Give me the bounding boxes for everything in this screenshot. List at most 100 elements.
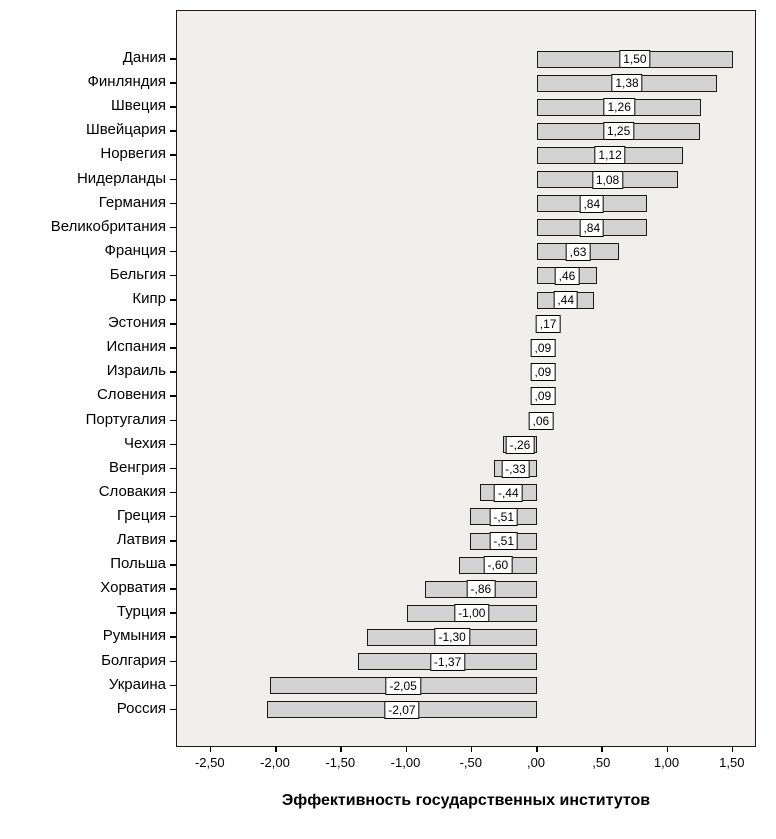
y-tick-mark	[170, 612, 176, 614]
y-tick-mark	[170, 82, 176, 84]
category-label: Португалия	[85, 410, 166, 428]
category-label: Норвегия	[100, 145, 166, 163]
value-label: -1,30	[434, 628, 470, 647]
x-tick-label: 1,50	[719, 755, 745, 770]
value-label: ,09	[530, 339, 556, 358]
x-tick-label: -2,00	[260, 755, 290, 770]
value-label: ,84	[579, 194, 605, 213]
y-tick-mark	[170, 540, 176, 542]
value-label: ,63	[565, 242, 591, 261]
category-label: Финляндия	[87, 73, 166, 91]
y-tick-mark	[170, 130, 176, 132]
y-tick-mark	[170, 588, 176, 590]
value-label: -2,07	[384, 700, 420, 719]
x-tick-mark	[601, 746, 603, 752]
category-label: Латвия	[116, 531, 166, 548]
value-label: 1,08	[591, 170, 624, 189]
value-label: -,26	[505, 435, 535, 454]
y-tick-mark	[170, 299, 176, 301]
y-tick-mark	[170, 564, 176, 566]
y-tick-mark	[170, 636, 176, 638]
value-label: -,51	[489, 507, 519, 526]
category-label: Словения	[96, 386, 166, 404]
x-tick-mark	[209, 746, 212, 752]
y-tick-mark	[170, 58, 176, 60]
value-label: 1,26	[603, 98, 635, 117]
y-tick-mark	[170, 419, 176, 421]
value-label: ,09	[530, 387, 556, 406]
value-label: 1,38	[611, 74, 643, 93]
category-label: Великобритания	[50, 217, 166, 235]
category-label: Греция	[116, 506, 166, 524]
value-label: ,17	[535, 315, 561, 334]
y-tick-mark	[170, 467, 176, 470]
y-tick-mark	[170, 660, 176, 662]
x-tick-label: -1,00	[390, 755, 421, 770]
value-label: -,33	[501, 459, 530, 478]
value-label: ,84	[579, 218, 605, 237]
category-label: Болгария	[101, 651, 166, 669]
category-label: Швеция	[111, 97, 166, 115]
category-label: Россия	[116, 699, 166, 717]
value-label: -1,00	[454, 604, 490, 623]
y-tick-mark	[170, 226, 176, 229]
category-label: Испания	[106, 338, 166, 356]
x-tick-label: 1,00	[653, 755, 680, 770]
value-label: -,86	[466, 580, 496, 599]
y-tick-mark	[170, 395, 176, 397]
category-label: Бельгия	[109, 265, 166, 283]
value-label: -2,05	[385, 676, 421, 695]
value-label: -,51	[489, 532, 519, 550]
category-label: Хорватия	[100, 579, 166, 597]
value-label: -1,37	[429, 652, 466, 671]
category-label: Румыния	[102, 627, 166, 645]
value-label: 1,50	[619, 50, 651, 68]
value-label: ,46	[554, 266, 580, 285]
y-tick-mark	[170, 708, 176, 711]
x-tick-mark	[536, 746, 538, 752]
value-label: 1,12	[594, 146, 626, 165]
category-label: Турция	[116, 603, 166, 621]
value-label: ,06	[528, 411, 554, 430]
y-tick-mark	[170, 178, 176, 180]
x-tick-label: -1,50	[325, 755, 356, 770]
x-tick-mark	[275, 746, 277, 752]
category-label: Чехия	[123, 434, 166, 452]
y-tick-mark	[170, 491, 176, 494]
y-tick-mark	[170, 106, 176, 108]
x-tick-label: -2,50	[194, 755, 225, 770]
x-tick-label: -,50	[459, 755, 482, 770]
value-label: -,60	[483, 556, 513, 575]
y-tick-mark	[170, 250, 176, 253]
category-label: Эстония	[107, 314, 166, 332]
y-tick-mark	[170, 347, 176, 349]
plot-area: 1,50 1,38 1,26 1,25 1,12 1,08 ,84 ,84 ,63 ,46 ,44,…	[176, 10, 756, 747]
x-tick-label: ,00	[526, 755, 546, 770]
y-tick-mark	[170, 684, 176, 687]
y-tick-mark	[170, 515, 176, 518]
x-tick-mark	[666, 746, 668, 752]
category-label: Дания	[122, 49, 166, 66]
x-axis-title: Эффективность государственных институтов	[281, 792, 651, 809]
x-tick-mark	[470, 746, 473, 752]
y-tick-mark	[170, 371, 176, 373]
category-label: Швейцария	[85, 121, 166, 139]
value-label: -,44	[493, 483, 523, 502]
category-label: Словакия	[98, 482, 166, 500]
value-label: ,09	[530, 363, 556, 382]
value-label: ,44	[553, 291, 579, 309]
y-tick-mark	[170, 274, 176, 277]
x-tick-mark	[405, 746, 407, 752]
x-tick-mark	[731, 746, 734, 752]
category-label: Польша	[110, 555, 166, 573]
y-tick-mark	[170, 202, 176, 205]
x-tick-mark	[340, 746, 342, 752]
category-label: Нидерланды	[76, 169, 166, 187]
y-tick-mark	[170, 323, 176, 325]
y-tick-mark	[170, 443, 176, 446]
category-label: Германия	[98, 193, 166, 211]
category-label: Франция	[104, 241, 166, 259]
x-tick-label: ,50	[592, 755, 611, 770]
category-label: Венгрия	[109, 458, 166, 476]
